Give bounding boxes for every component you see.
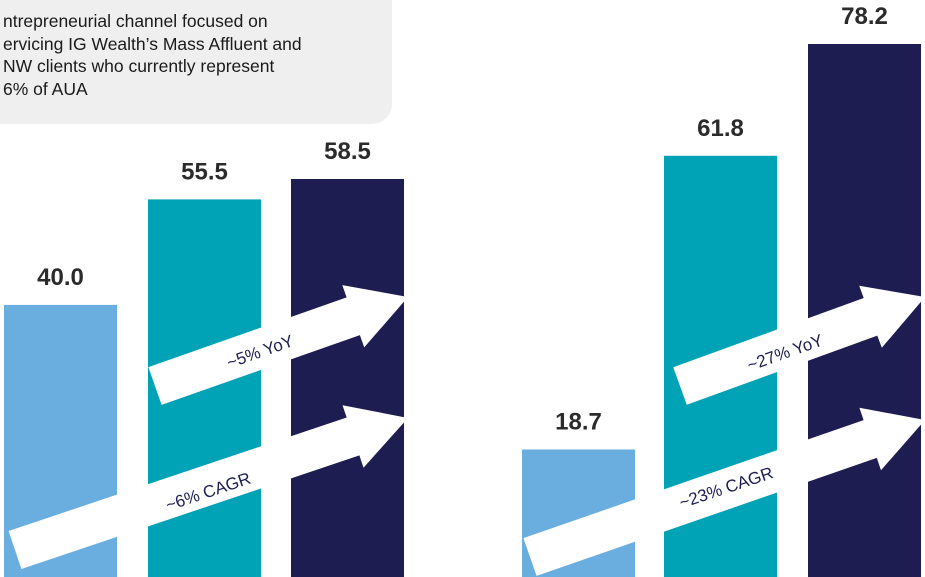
arrows-layer: ~5% YoY~6% CAGR~27% YoY~23% CAGR [8, 285, 925, 576]
trend-arrow-panel2-2 [523, 407, 925, 576]
trend-arrow-panel1-1 [148, 285, 408, 405]
data-label-panel2-3: 78.2 [841, 3, 888, 30]
data-label-panel2-2: 61.8 [697, 115, 744, 142]
trend-arrow-panel2-1 [673, 285, 925, 405]
data-label-panel2-1: 18.7 [555, 409, 602, 436]
trend-arrow-panel1-2 [8, 405, 408, 569]
note-box [0, 0, 392, 124]
bar-panel1-3 [291, 179, 404, 577]
data-label-panel1-2: 55.5 [181, 158, 228, 185]
data-label-panel1-1: 40.0 [37, 264, 84, 291]
data-label-panel1-3: 58.5 [324, 138, 371, 165]
note-text: ntrepreneurial channel focused on ervici… [3, 11, 302, 99]
bars-layer: 40.0 55.5 58.5 18.7 61.8 78.2 [4, 3, 921, 577]
